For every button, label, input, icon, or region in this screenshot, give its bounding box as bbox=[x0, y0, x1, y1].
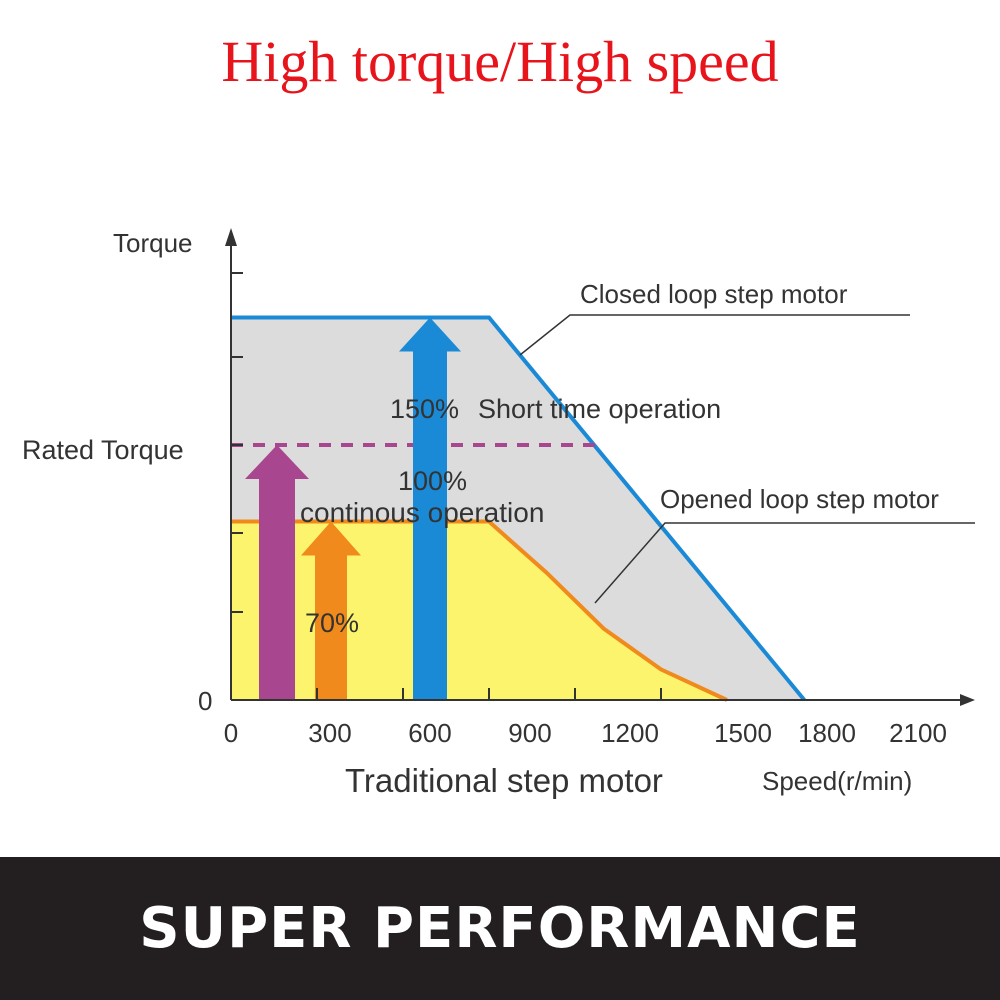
x-tick-label-600: 600 bbox=[408, 718, 451, 748]
banner-text: SUPER PERFORMANCE bbox=[139, 896, 861, 961]
x-tick-label-900: 900 bbox=[508, 718, 551, 748]
x-tick-label-300: 300 bbox=[308, 718, 351, 748]
closed-loop-label: Closed loop step motor bbox=[580, 279, 848, 309]
x-tick-label-1500: 1500 bbox=[714, 718, 772, 748]
x-unit-label: Speed(r/min) bbox=[762, 766, 912, 796]
arrow-label-70: 70% bbox=[305, 608, 359, 638]
opened-loop-label: Opened loop step motor bbox=[660, 484, 939, 514]
banner: SUPER PERFORMANCE bbox=[0, 857, 1000, 1000]
page-title: High torque/High speed bbox=[221, 29, 779, 94]
arrow-label-150: 150% bbox=[390, 394, 459, 424]
x-tick-label-1200: 1200 bbox=[601, 718, 659, 748]
short-time-label: Short time operation bbox=[478, 394, 721, 424]
arrow-100pct bbox=[245, 445, 309, 700]
torque-speed-chart: Torque Rated Torque 0 Closed loop step m… bbox=[22, 228, 975, 799]
x-axis-arrowhead bbox=[960, 694, 975, 706]
opened-loop-leader bbox=[594, 522, 975, 604]
continuous-label: continous operation bbox=[300, 497, 544, 528]
y-axis-label: Torque bbox=[113, 228, 193, 258]
series-line-0 bbox=[231, 315, 806, 702]
rated-torque-label: Rated Torque bbox=[22, 435, 184, 465]
x-tick-label-1800: 1800 bbox=[798, 718, 856, 748]
arrow-label-100: 100% bbox=[398, 466, 467, 496]
x-tick-label-2100: 2100 bbox=[889, 718, 947, 748]
y-zero-label: 0 bbox=[198, 686, 212, 716]
series-fill-1 bbox=[231, 521, 727, 700]
x-axis-label: Traditional step motor bbox=[345, 762, 663, 799]
x-tick-label-0: 0 bbox=[224, 718, 238, 748]
y-axis-arrowhead bbox=[225, 228, 237, 246]
arrow-150pct bbox=[399, 317, 461, 700]
closed-loop-leader bbox=[519, 314, 910, 356]
arrow-70pct bbox=[301, 521, 361, 700]
